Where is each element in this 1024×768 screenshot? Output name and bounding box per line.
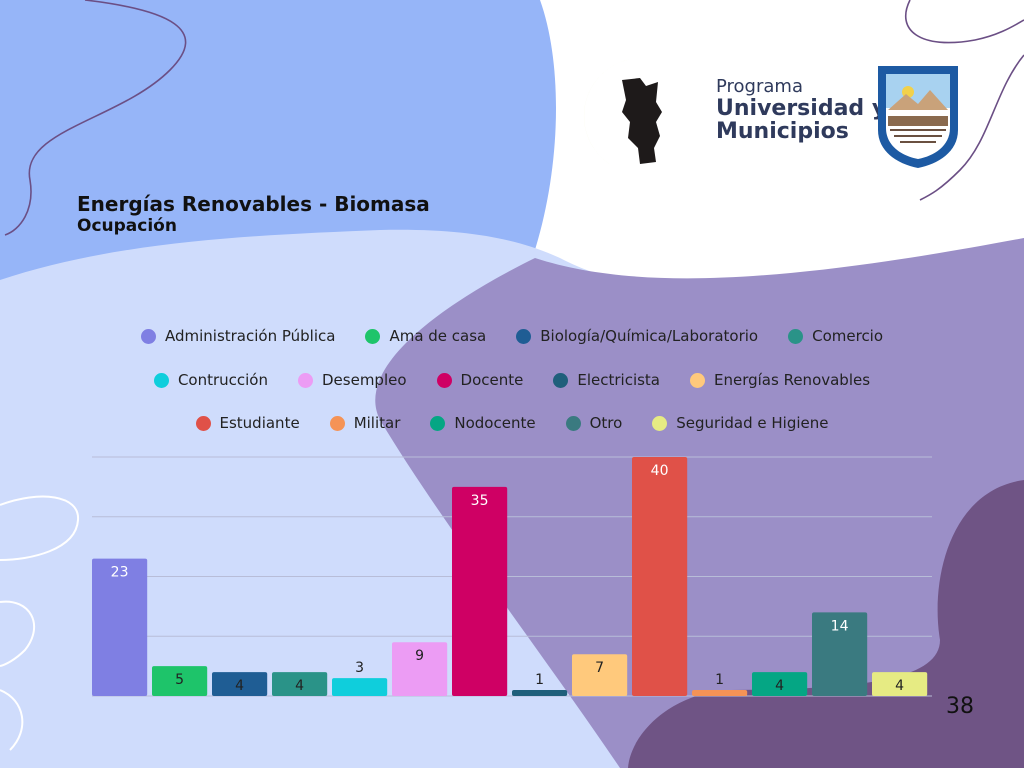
legend-row: Estudiante Militar Nodocente Otro Seguridad … [0, 414, 1024, 432]
legend-swatch [329, 415, 345, 431]
legend-label: Estudiante [219, 414, 300, 432]
universidad-municipios-logo-icon [583, 57, 695, 174]
legend-swatch [140, 328, 156, 344]
legend-item[interactable]: Otro [565, 414, 623, 432]
bar-value-label: 35 [471, 493, 489, 509]
legend-item[interactable]: Desempleo [298, 371, 407, 389]
legend-item[interactable]: Contrucción [153, 371, 268, 389]
legend-swatch [690, 372, 705, 388]
page-number: 38 [946, 694, 974, 719]
logo-line-1: Programa [716, 76, 803, 97]
bar[interactable] [452, 486, 508, 696]
bar-value-label: 1 [535, 672, 544, 688]
legend-swatch [298, 372, 313, 388]
bar[interactable] [812, 612, 868, 696]
legend-label: Docente [460, 371, 524, 389]
bar-value-label: 14 [831, 618, 849, 634]
legend-item[interactable]: Biología/Química/Laboratorio [516, 327, 758, 345]
legend-swatch [516, 328, 532, 344]
bar[interactable] [212, 672, 268, 696]
chart-title: Energías Renovables - Biomasa [77, 192, 430, 216]
bar-value-label: 1 [715, 672, 724, 688]
legend-swatch [365, 328, 381, 344]
logo-line-2: Universidad y [716, 95, 887, 121]
legend-swatch [788, 328, 804, 344]
legend-label: Administración Pública [164, 327, 336, 345]
bar[interactable] [752, 672, 808, 696]
bar-value-label: 5 [175, 672, 184, 688]
legend-swatch [565, 415, 581, 431]
legend-label: Energías Renovables [714, 371, 871, 389]
bar[interactable] [692, 690, 748, 696]
bar[interactable] [872, 672, 928, 696]
bar-value-label: 3 [355, 660, 364, 676]
legend-label: Contrucción [177, 371, 268, 389]
bar-value-label: 4 [775, 678, 784, 694]
legend-item[interactable]: Seguridad e Higiene [652, 414, 829, 432]
legend-label: Desempleo [322, 371, 407, 389]
legend-label: Biología/Química/Laboratorio [540, 327, 759, 345]
legend-item[interactable]: Nodocente [430, 414, 536, 432]
legend-label: Electricista [577, 371, 660, 389]
bar[interactable] [632, 457, 688, 696]
legend-swatch [430, 415, 446, 431]
province-shield-icon [878, 66, 958, 168]
bar[interactable] [392, 642, 448, 696]
legend-swatch [195, 415, 211, 431]
bar-value-label: 4 [295, 678, 304, 694]
legend-row: Contrucción Desempleo Docente Electricista E… [0, 371, 1024, 389]
legend-label: Militar [353, 414, 401, 432]
bar-value-label: 4 [895, 678, 904, 694]
legend-item[interactable]: Comercio [788, 327, 883, 345]
bar[interactable] [92, 558, 148, 696]
legend-swatch [553, 372, 569, 388]
legend-item[interactable]: Docente [436, 371, 524, 389]
legend-item[interactable]: Militar [329, 414, 401, 432]
legend-swatch [153, 372, 169, 388]
program-logo-text: Programa Universidad y Municipios [716, 76, 887, 144]
legend-label: Nodocente [454, 414, 536, 432]
legend-item[interactable]: Estudiante [195, 414, 300, 432]
legend-label: Ama de casa [389, 327, 487, 345]
legend-label: Otro [589, 414, 623, 432]
bar-value-label: 9 [415, 648, 424, 664]
legend-row: Administración Pública Ama de casa Biologí… [0, 327, 1024, 345]
legend-item[interactable]: Administración Pública [140, 327, 336, 345]
legend-item[interactable]: Energías Renovables [690, 371, 870, 389]
legend-item[interactable]: Electricista [553, 371, 660, 389]
bar[interactable] [512, 690, 568, 696]
legend-item[interactable]: Ama de casa [365, 327, 486, 345]
legend-label: Comercio [812, 327, 884, 345]
legend-swatch [436, 372, 452, 388]
legend-label: Seguridad e Higiene [676, 414, 829, 432]
bar[interactable] [272, 672, 328, 696]
bar-value-label: 40 [651, 463, 669, 479]
logo-line-3: Municipios [716, 118, 849, 144]
legend-swatch [652, 415, 668, 431]
bar[interactable] [332, 678, 388, 696]
bar[interactable] [572, 654, 628, 696]
bar[interactable] [152, 666, 208, 696]
chart-subtitle: Ocupación [77, 216, 177, 236]
bar-value-label: 23 [111, 565, 129, 581]
bar-value-label: 4 [235, 678, 244, 694]
bar-value-label: 7 [595, 660, 604, 676]
